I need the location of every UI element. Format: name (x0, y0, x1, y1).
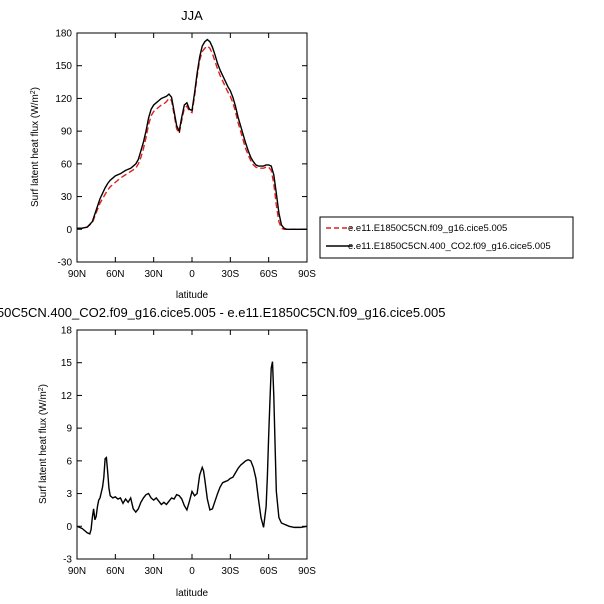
top-y-axis: -30 0 30 60 90 120 150 180 (55, 29, 307, 269)
top-y-tick-label: 0 (66, 225, 72, 236)
bottom-x-tick-label: 30S (221, 566, 239, 577)
bottom-y-tick-label: 12 (61, 391, 73, 402)
bottom-y-tick-label: -3 (63, 555, 72, 566)
top-x-tick-label: 60N (106, 269, 124, 280)
top-y-tick-label: 30 (61, 192, 73, 203)
top-y-axis-label: Surf latent heat flux (W/m2) (30, 87, 42, 207)
top-y-tick-label: 120 (55, 94, 72, 105)
top-y-tick-label: -30 (58, 258, 73, 269)
bottom-y-axis: -3 0 3 6 9 12 15 18 (61, 326, 307, 566)
top-x-tick-label: 60S (260, 269, 278, 280)
bottom-y-tick-label: 0 (66, 522, 72, 533)
top-y-tick-label: 180 (55, 29, 72, 40)
top-y-tick-label: 60 (61, 159, 73, 170)
bottom-x-tick-label: 30N (144, 566, 162, 577)
legend-label-400co2: e.e11.E1850C5CN.400_CO2.f09_g16.cice5.00… (348, 241, 551, 252)
top-x-axis: 90N 60N 30N 0 30S 60S 90S (68, 33, 316, 280)
bottom-x-tick-label: 90N (68, 566, 86, 577)
top-x-tick-label: 90S (298, 269, 316, 280)
bottom-y-tick-label: 9 (66, 424, 72, 435)
top-y-tick-label: 90 (61, 127, 73, 138)
bottom-x-tick-label: 60S (260, 566, 278, 577)
top-plot-frame (76, 32, 308, 263)
bottom-y-tick-label: 3 (66, 489, 72, 500)
top-y-tick-label: 150 (55, 61, 72, 72)
bottom-y-tick-label: 15 (61, 358, 73, 369)
bottom-x-axis: 90N 60N 30N 0 30S 60S 90S (68, 330, 316, 577)
top-x-tick-label: 90N (68, 269, 86, 280)
bottom-x-axis-label: latitude (176, 588, 209, 599)
top-x-tick-label: 30S (221, 269, 239, 280)
legend-label-control: e.e11.E1850C5CN.f09_g16.cice5.005 (348, 223, 507, 234)
top-x-axis-label: latitude (176, 290, 209, 301)
chart-legend: e.e11.E1850C5CN.f09_g16.cice5.005 e.e11.… (319, 216, 574, 259)
top-x-tick-label: 0 (189, 269, 195, 280)
bottom-chart-panel: e.e11.E1850C5CN.400_CO2.f09_g16.cice5.00… (0, 305, 445, 599)
bottom-y-tick-label: 18 (61, 326, 73, 337)
legend-box (319, 216, 574, 259)
top-x-tick-label: 30N (144, 269, 162, 280)
bottom-chart-title: e.e11.E1850C5CN.400_CO2.f09_g16.cice5.00… (0, 305, 445, 320)
bottom-y-tick-label: 6 (66, 456, 72, 467)
series-line-400co2 (77, 38, 307, 230)
top-chart-panel: JJA -30 0 30 60 90 120 150 180 90N 60N 30N 0 30S 60S… (30, 8, 317, 301)
series-line-difference (76, 361, 308, 535)
series-line-control (77, 45, 307, 230)
bottom-x-tick-label: 60N (106, 566, 124, 577)
top-chart-title: JJA (181, 8, 203, 23)
bottom-x-tick-label: 90S (298, 566, 316, 577)
bottom-y-axis-label: Surf latent heat flux (W/m2) (38, 384, 50, 504)
bottom-x-tick-label: 0 (189, 566, 195, 577)
